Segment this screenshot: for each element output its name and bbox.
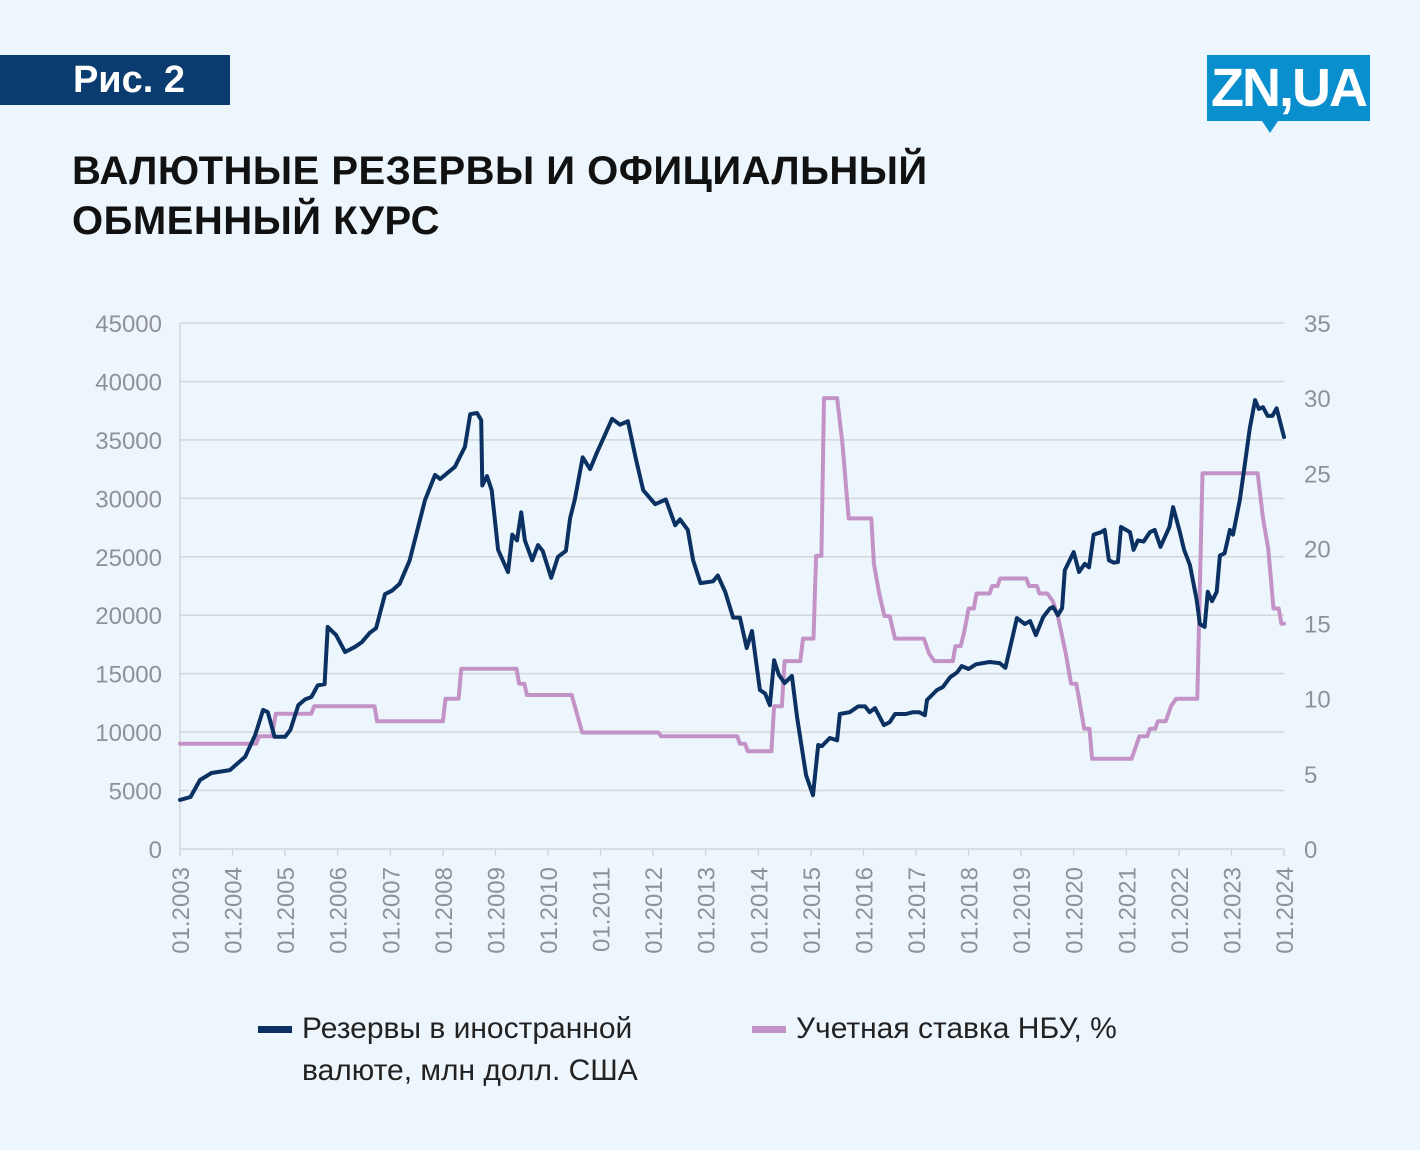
legend-label-rate: Учетная ставка НБУ, % — [796, 1012, 1117, 1045]
x-tick-label: 01.2010 — [536, 867, 563, 954]
y-right-tick-label: 20 — [1304, 536, 1331, 563]
y-left-tick-label: 10000 — [95, 720, 162, 747]
x-tick-label: 01.2017 — [904, 867, 931, 954]
logo-speech-tail — [1262, 121, 1278, 133]
x-tick-label: 01.2004 — [221, 867, 248, 954]
reserves-line — [178, 398, 1286, 802]
legend-label-reserves: Резервы в иностранной валюте, млн долл. … — [302, 1012, 638, 1087]
chart: 0 5000 10000 15000 20000 25000 30000 35000 40000… — [95, 311, 1331, 954]
y-right-tick-label: 5 — [1304, 762, 1317, 789]
x-tick-label: 01.2013 — [694, 867, 721, 954]
x-tick-label: 01.2015 — [799, 867, 826, 954]
x-tick-label: 01.2023 — [1219, 867, 1246, 954]
zn-ua-logo: ZN,UA — [1207, 55, 1370, 121]
y-left-tick-label: 5000 — [109, 779, 162, 806]
x-tick-label: 01.2021 — [1114, 867, 1141, 954]
x-tick-label: 01.2020 — [1062, 867, 1089, 954]
y-right-tick-label: 10 — [1304, 687, 1331, 714]
y-left-tick-label: 25000 — [95, 545, 162, 572]
x-tick-label: 01.2014 — [746, 867, 773, 954]
y-left-tick-label: 45000 — [95, 311, 162, 338]
y-left-tick-label: 0 — [149, 837, 162, 864]
y-left-tick-label: 40000 — [95, 369, 162, 396]
x-tick-label: 01.2016 — [851, 867, 878, 954]
y-right-tick-label: 30 — [1304, 386, 1331, 413]
x-tick-label: 01.2012 — [641, 867, 668, 954]
x-tick-label: 01.2008 — [431, 867, 458, 954]
y-left-tick-label: 35000 — [95, 428, 162, 455]
y-left-tick-label: 30000 — [95, 486, 162, 513]
x-tick-label: 01.2007 — [378, 867, 405, 954]
y-right-tick-label: 0 — [1304, 837, 1317, 864]
x-tick-label: 01.2005 — [273, 867, 300, 954]
x-tick-label: 01.2018 — [957, 867, 984, 954]
x-tick-label: 01.2009 — [483, 867, 510, 954]
legend-item-reserves: Резервы в иностранной валюте, млн долл. … — [258, 1008, 718, 1092]
chart-title: ВАЛЮТНЫЕ РЕЗЕРВЫ И ОФИЦИАЛЬНЫЙ ОБМЕННЫЙ … — [72, 149, 928, 243]
legend-swatch-rate — [752, 1026, 786, 1033]
x-tick-label: 01.2011 — [589, 867, 616, 952]
y-left-tick-label: 15000 — [95, 662, 162, 689]
y-right-tick-label: 15 — [1304, 612, 1331, 639]
figure-label: Рис. 2 — [0, 55, 230, 105]
rate-line — [178, 396, 1286, 761]
legend-swatch-reserves — [258, 1026, 292, 1033]
y-right-tick-label: 25 — [1304, 461, 1331, 488]
legend-item-rate: Учетная ставка НБУ, % — [752, 1008, 1232, 1050]
y-right-tick-label: 35 — [1304, 311, 1331, 338]
x-tick-label: 01.2006 — [326, 867, 353, 954]
x-tick-label: 01.2003 — [168, 867, 195, 954]
y-left-tick-label: 20000 — [95, 603, 162, 630]
x-tick-label: 01.2024 — [1272, 867, 1299, 954]
x-tick-label: 01.2019 — [1009, 867, 1036, 954]
x-tick-label: 01.2022 — [1167, 867, 1194, 954]
